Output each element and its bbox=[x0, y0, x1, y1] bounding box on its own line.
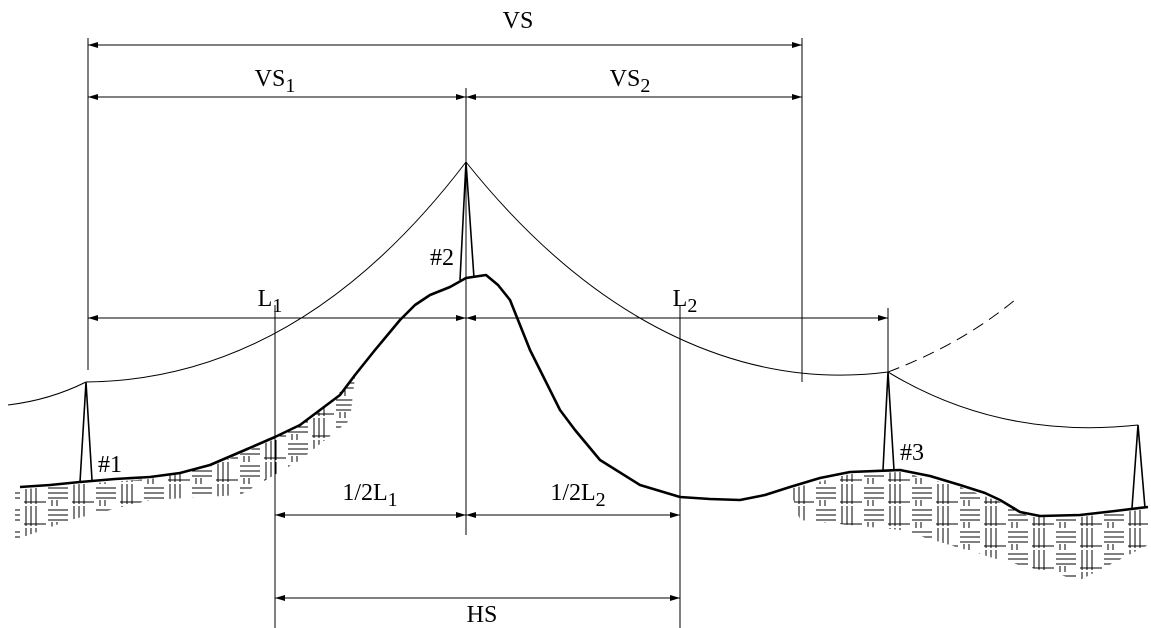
tower-label: #1 bbox=[98, 452, 122, 478]
label-main: L bbox=[673, 286, 688, 312]
label-sub: 2 bbox=[687, 295, 697, 317]
label-main: 1/2L bbox=[342, 480, 387, 506]
hs-label: HS bbox=[467, 602, 498, 628]
label-sub: 2 bbox=[596, 489, 606, 511]
vs1-label: VS1 bbox=[255, 66, 296, 97]
l1-label: L1 bbox=[258, 286, 283, 317]
label-sub: 1 bbox=[272, 295, 282, 317]
label-sub: 1 bbox=[285, 75, 295, 97]
label-main: 1/2L bbox=[550, 480, 595, 506]
half-l1-label: 1/2L1 bbox=[342, 480, 397, 511]
label-sub: 2 bbox=[640, 75, 650, 97]
tower-label: #2 bbox=[430, 245, 454, 271]
tower-label: #3 bbox=[900, 440, 924, 466]
label-sub: 1 bbox=[388, 489, 398, 511]
label-main: L bbox=[258, 286, 273, 312]
conductor bbox=[7, 161, 1139, 429]
vs2-label: VS2 bbox=[610, 66, 651, 97]
dimension-lines bbox=[88, 42, 888, 601]
label-main: VS bbox=[255, 66, 286, 92]
l2-label: L2 bbox=[673, 286, 698, 317]
label-main: VS bbox=[610, 66, 641, 92]
vs-label: VS bbox=[503, 8, 534, 34]
ground-profile bbox=[19, 273, 1149, 518]
half-l2-label: 1/2L2 bbox=[550, 480, 605, 511]
extension-lines bbox=[87, 38, 889, 628]
soil-hatching bbox=[15, 377, 1148, 580]
